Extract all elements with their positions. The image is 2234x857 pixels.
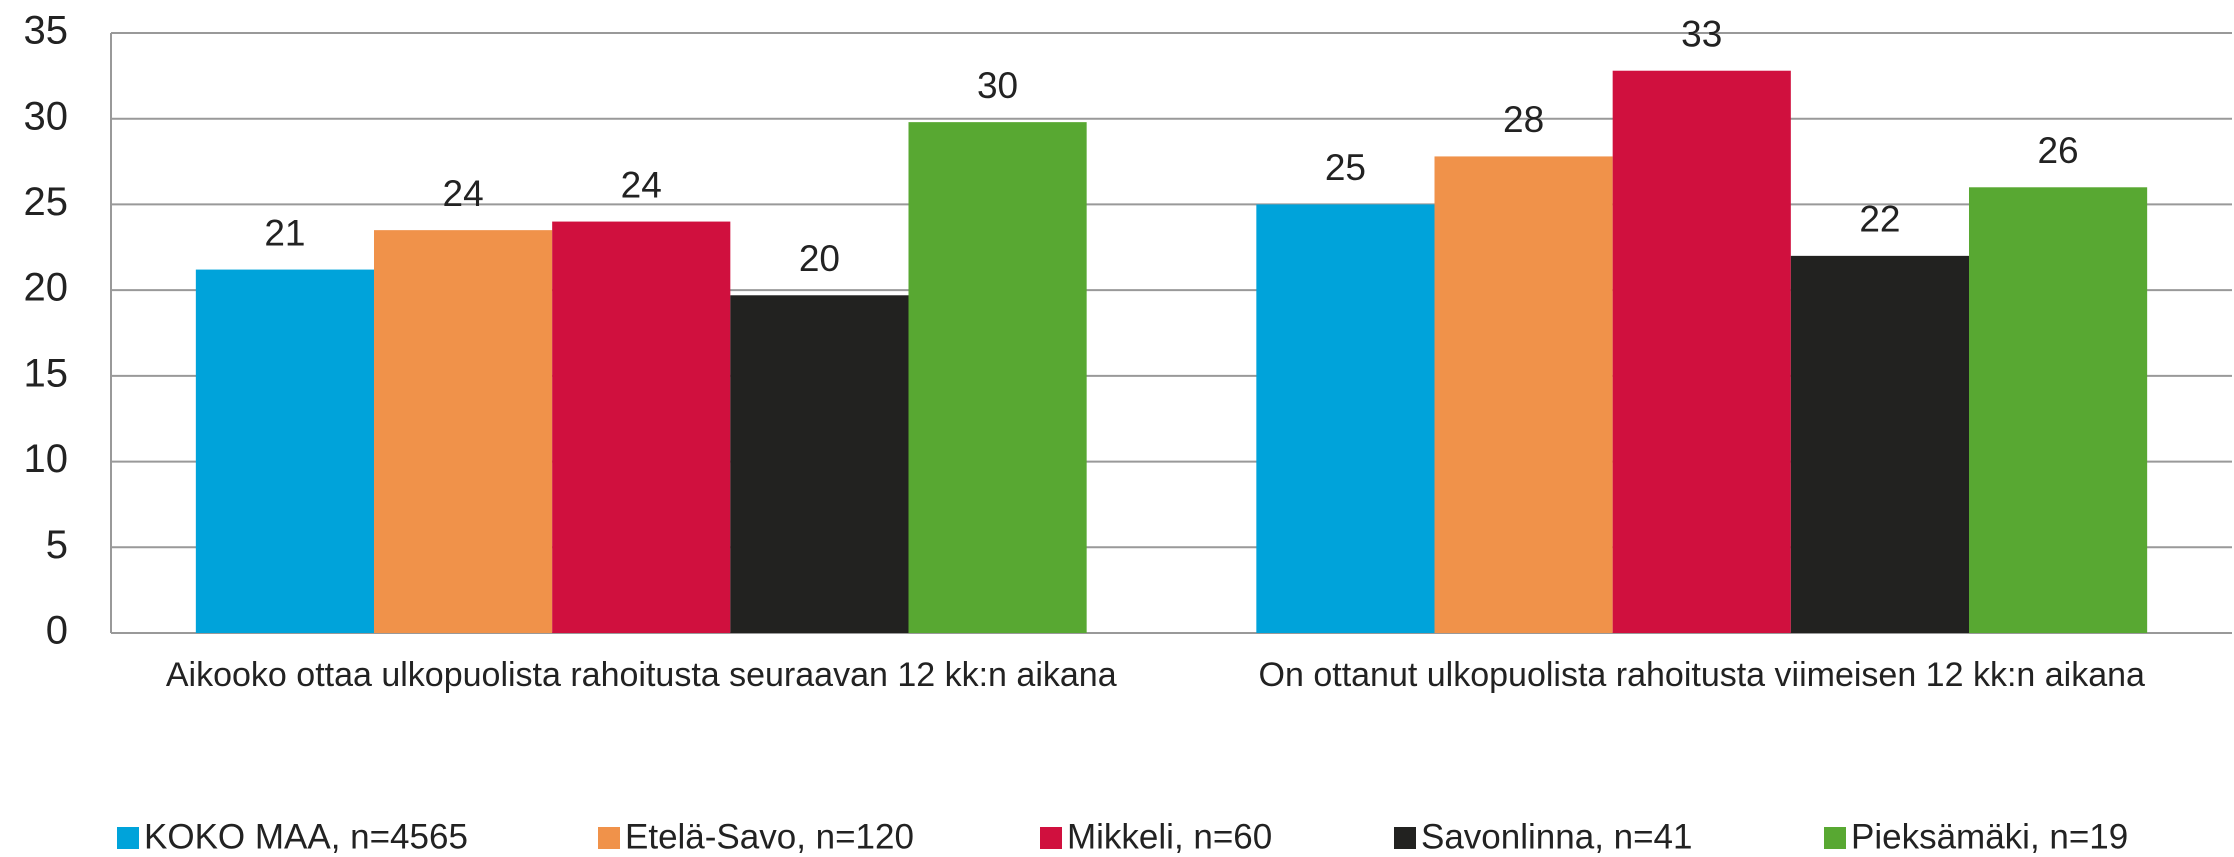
legend-swatch bbox=[1040, 827, 1062, 849]
bar bbox=[1790, 255, 1969, 633]
legend-swatch bbox=[1824, 827, 1846, 849]
data-label: 30 bbox=[977, 65, 1018, 106]
legend-label: Mikkeli, n=60 bbox=[1067, 817, 1272, 856]
data-label: 20 bbox=[799, 238, 840, 279]
data-label: 28 bbox=[1503, 99, 1544, 140]
data-label: 24 bbox=[443, 173, 484, 214]
data-label: 21 bbox=[264, 212, 305, 253]
bar bbox=[1968, 187, 2148, 634]
y-tick-label: 5 bbox=[46, 523, 68, 567]
data-label: 22 bbox=[1859, 199, 1900, 240]
data-label: 25 bbox=[1325, 147, 1366, 188]
x-tick-label: Aikooko ottaa ulkopuolista rahoitusta se… bbox=[166, 656, 1117, 694]
y-tick-label: 0 bbox=[46, 609, 68, 653]
legend-swatch bbox=[1394, 827, 1416, 849]
y-tick-label: 25 bbox=[24, 180, 69, 224]
data-label: 24 bbox=[621, 164, 662, 205]
x-tick-label: On ottanut ulkopuolista rahoitusta viime… bbox=[1259, 656, 2145, 694]
bar bbox=[1256, 204, 1435, 633]
bar bbox=[1612, 70, 1791, 633]
bar bbox=[374, 230, 553, 633]
legend-swatch bbox=[598, 827, 620, 849]
y-tick-label: 10 bbox=[24, 437, 69, 481]
bar bbox=[908, 122, 1087, 634]
y-tick-label: 30 bbox=[24, 94, 69, 138]
y-tick-label: 15 bbox=[24, 351, 69, 395]
data-label: 26 bbox=[2037, 130, 2078, 171]
legend-label: Savonlinna, n=41 bbox=[1421, 817, 1692, 856]
legend-label: Pieksämäki, n=19 bbox=[1851, 817, 2128, 856]
bar bbox=[730, 295, 909, 633]
data-label: 33 bbox=[1681, 13, 1722, 54]
bar bbox=[195, 269, 375, 633]
legend-label: KOKO MAA, n=4565 bbox=[144, 817, 468, 856]
legend-label: Etelä-Savo, n=120 bbox=[625, 817, 914, 856]
bar bbox=[552, 221, 731, 634]
bar bbox=[1434, 156, 1613, 633]
y-tick-label: 35 bbox=[24, 9, 69, 53]
legend-swatch bbox=[117, 827, 139, 849]
y-tick-label: 20 bbox=[24, 266, 69, 310]
